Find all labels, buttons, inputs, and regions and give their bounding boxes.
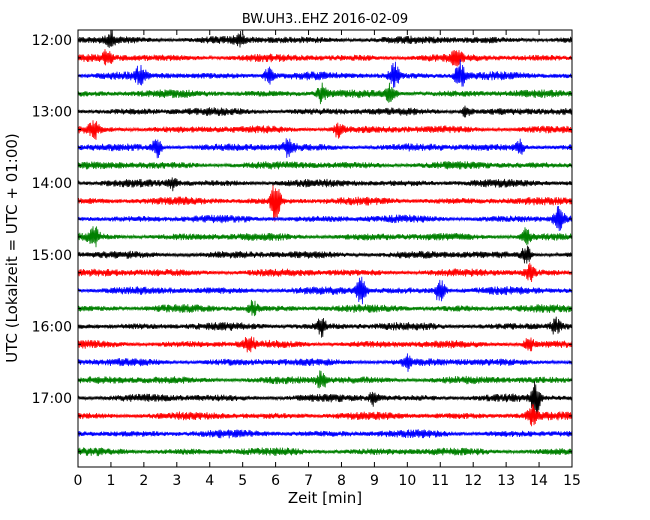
y-tick-label: 14:00	[32, 176, 72, 192]
seismogram-traces	[78, 30, 572, 457]
trace-20	[78, 381, 572, 416]
y-tick-label: 12:00	[32, 33, 72, 49]
trace-9	[78, 185, 572, 222]
trace-1	[78, 49, 572, 67]
y-tick-label: 13:00	[32, 105, 72, 121]
x-axis: 0 1 2 3 4 5 6 7 8 9 10 11 12 13 14 15	[74, 30, 581, 489]
y-tick-label: 15:00	[32, 248, 72, 264]
trace-13	[78, 262, 572, 283]
y-tick-label: 16:00	[32, 319, 72, 335]
x-tick-label: 4	[205, 473, 214, 489]
plot-frame	[77, 29, 573, 468]
trace-12	[78, 245, 572, 264]
trace-19	[78, 370, 572, 389]
trace-3	[78, 82, 572, 105]
x-tick-label: 5	[238, 473, 247, 489]
trace-22	[78, 429, 572, 439]
trace-8	[78, 177, 572, 192]
x-tick-label: 15	[563, 473, 581, 489]
trace-15	[78, 299, 572, 317]
y-tick-label: 17:00	[32, 391, 72, 407]
x-tick-label: 2	[139, 473, 148, 489]
trace-0	[78, 30, 572, 48]
trace-18	[78, 353, 572, 372]
trace-10	[78, 205, 572, 232]
x-tick-label: 3	[172, 473, 181, 489]
x-tick-label: 0	[74, 473, 83, 489]
trace-17	[78, 336, 572, 353]
trace-4	[78, 105, 572, 118]
x-tick-label: 13	[497, 473, 515, 489]
chart-title: BW.UH3..EHZ 2016-02-09	[242, 12, 408, 27]
trace-5	[78, 120, 572, 140]
x-tick-label: 6	[271, 473, 280, 489]
trace-16	[78, 316, 572, 338]
y-axis: 12:00 13:00 14:00 15:00 16:00 17:00	[32, 33, 572, 453]
x-tick-label: 11	[431, 473, 449, 489]
trace-7	[78, 161, 572, 170]
x-tick-label: 12	[464, 473, 482, 489]
trace-11	[78, 226, 572, 248]
x-tick-label: 9	[370, 473, 379, 489]
x-axis-label: Zeit [min]	[288, 489, 362, 507]
x-tick-label: 8	[337, 473, 346, 489]
y-axis-label: UTC (Lokalzeit = UTC + 01:00)	[3, 133, 21, 363]
trace-2	[78, 59, 572, 88]
trace-14	[78, 276, 572, 305]
trace-21	[78, 404, 572, 427]
x-tick-label: 10	[398, 473, 416, 489]
x-tick-label: 1	[106, 473, 115, 489]
x-tick-label: 14	[530, 473, 548, 489]
trace-23	[78, 447, 572, 457]
trace-6	[78, 138, 572, 159]
x-tick-label: 7	[304, 473, 313, 489]
